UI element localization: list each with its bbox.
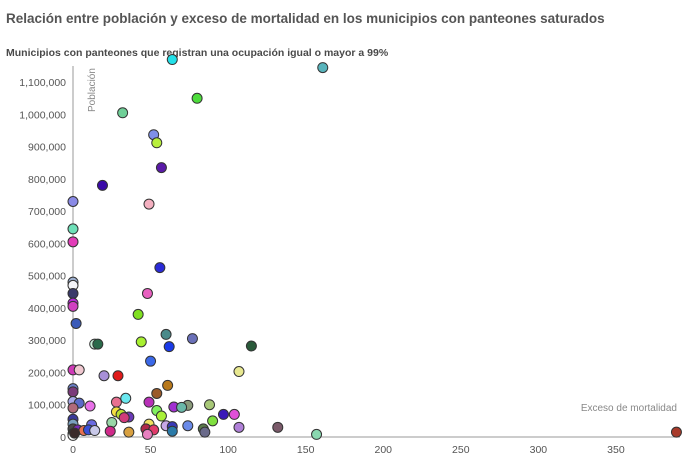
x-tick-label: 200: [374, 444, 392, 456]
data-point[interactable]: [176, 401, 188, 413]
data-point[interactable]: [67, 236, 79, 248]
y-tick-labels: 0 100,000 200,000 300,000 400,000 500,000 600,…: [19, 77, 66, 444]
data-point[interactable]: [117, 107, 129, 119]
y-tick-label: 300,000: [28, 335, 66, 347]
data-point[interactable]: [155, 410, 167, 422]
data-point[interactable]: [311, 428, 323, 440]
data-point[interactable]: [272, 421, 284, 433]
data-point[interactable]: [182, 420, 194, 432]
data-point[interactable]: [670, 426, 682, 438]
data-point[interactable]: [98, 370, 110, 382]
y-tick-label: 1,000,000: [19, 109, 66, 121]
y-tick-label: 100,000: [28, 400, 66, 412]
data-point[interactable]: [135, 336, 147, 348]
data-point[interactable]: [69, 427, 81, 439]
y-tick-label: 200,000: [28, 367, 66, 379]
x-tick-labels: 0 50 100 150 200 250 300 350: [70, 444, 625, 456]
x-tick-label: 100: [219, 444, 237, 456]
data-point[interactable]: [151, 137, 163, 149]
data-point[interactable]: [151, 387, 163, 399]
chart-title: Relación entre población y exceso de mor…: [6, 11, 605, 26]
data-point[interactable]: [73, 364, 85, 376]
y-tick-label: 600,000: [28, 238, 66, 250]
x-tick-label: 300: [530, 444, 548, 456]
data-point[interactable]: [67, 287, 79, 299]
data-point[interactable]: [92, 338, 104, 350]
data-point[interactable]: [233, 366, 245, 378]
data-point[interactable]: [70, 317, 82, 329]
data-point[interactable]: [155, 162, 167, 174]
data-point[interactable]: [217, 408, 229, 420]
x-tick-label: 250: [452, 444, 470, 456]
x-tick-label: 350: [607, 444, 625, 456]
data-point[interactable]: [67, 195, 79, 207]
data-point[interactable]: [199, 426, 211, 438]
data-point[interactable]: [67, 300, 79, 312]
data-point[interactable]: [104, 425, 116, 437]
data-point[interactable]: [228, 408, 240, 420]
data-point[interactable]: [67, 386, 79, 398]
data-point[interactable]: [89, 425, 101, 437]
data-point[interactable]: [233, 421, 245, 433]
data-point[interactable]: [143, 198, 155, 210]
data-point[interactable]: [166, 425, 178, 437]
data-point[interactable]: [67, 402, 79, 414]
data-point[interactable]: [141, 428, 153, 440]
data-point[interactable]: [160, 328, 172, 340]
data-point[interactable]: [112, 370, 124, 382]
data-point[interactable]: [191, 92, 203, 104]
x-axis-label: Exceso de mortalidad: [581, 403, 677, 414]
data-point[interactable]: [186, 333, 198, 345]
y-tick-label: 800,000: [28, 174, 66, 186]
y-tick-label: 1,100,000: [19, 77, 66, 89]
data-point[interactable]: [118, 412, 130, 424]
data-point[interactable]: [143, 396, 155, 408]
data-point[interactable]: [120, 392, 132, 404]
data-point[interactable]: [207, 415, 219, 427]
data-point[interactable]: [84, 400, 96, 412]
x-tick-label: 50: [145, 444, 157, 456]
data-points: [67, 54, 682, 441]
data-point[interactable]: [166, 54, 178, 66]
x-tick-label: 150: [297, 444, 315, 456]
data-point[interactable]: [204, 399, 216, 411]
data-point[interactable]: [145, 355, 157, 367]
data-point[interactable]: [163, 341, 175, 353]
data-point[interactable]: [123, 426, 135, 438]
y-tick-label: 700,000: [28, 206, 66, 218]
data-point[interactable]: [132, 308, 144, 320]
data-point[interactable]: [96, 179, 108, 191]
data-point[interactable]: [110, 396, 122, 408]
data-point[interactable]: [141, 287, 153, 299]
y-axis-label: Población: [87, 68, 98, 112]
data-point[interactable]: [245, 340, 257, 352]
data-point[interactable]: [162, 379, 174, 391]
y-tick-label: 0: [60, 432, 66, 444]
y-tick-label: 500,000: [28, 271, 66, 283]
y-tick-label: 900,000: [28, 142, 66, 154]
x-tick-label: 0: [70, 444, 76, 456]
chart-subtitle: Municipios con panteones que registran u…: [6, 47, 389, 59]
data-point[interactable]: [67, 223, 79, 235]
data-point[interactable]: [317, 62, 329, 74]
data-point[interactable]: [154, 262, 166, 274]
y-tick-label: 400,000: [28, 303, 66, 315]
